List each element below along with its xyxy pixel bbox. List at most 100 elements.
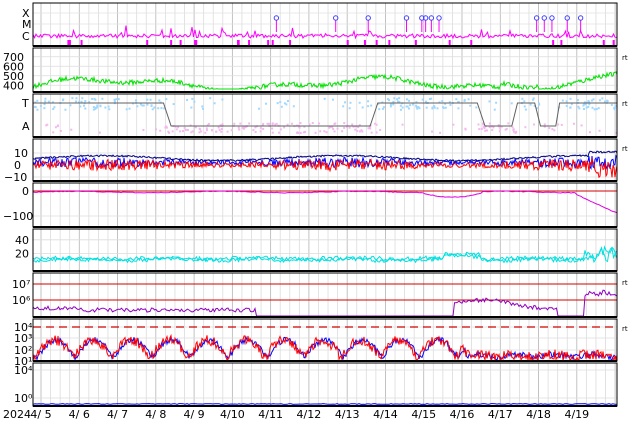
mag-dot [389, 103, 392, 106]
mag-dot [597, 107, 600, 110]
mag-dot [210, 129, 213, 132]
mag-dot [379, 128, 382, 131]
mag-dot [389, 105, 392, 108]
mag-dot [205, 129, 208, 132]
mag-dot [588, 131, 591, 134]
mag-dot [342, 105, 345, 108]
mag-dot [159, 129, 162, 132]
mag-dot [266, 122, 269, 125]
mag-dot [191, 97, 194, 100]
mag-dot [311, 122, 314, 125]
mag-dot [278, 131, 281, 134]
mag-dot [218, 129, 221, 132]
mag-dot [333, 130, 336, 133]
flare-marker [549, 15, 555, 21]
mag-dot [469, 104, 472, 107]
mag-dot [153, 106, 156, 109]
mag-dot [478, 128, 481, 131]
mag-dot [523, 105, 526, 108]
mag-dot [183, 126, 186, 129]
mag-dot [189, 124, 192, 127]
mag-dot [613, 108, 616, 111]
mag-dot [151, 108, 154, 111]
mag-dot [175, 128, 178, 131]
mag-dot [149, 98, 152, 101]
mag-dot [230, 129, 233, 132]
mag-dot [36, 108, 39, 111]
mag-dot [411, 103, 414, 106]
mag-dot [500, 125, 503, 128]
mag-dot [407, 99, 410, 102]
mag-dot [592, 98, 595, 101]
mag-dot [463, 98, 466, 101]
mag-dot [99, 104, 102, 107]
mag-dot [226, 130, 229, 133]
proton-tick-label: 10² [14, 344, 32, 357]
mag-dot [150, 104, 153, 107]
wind-tick-label: 600 [3, 60, 24, 73]
mag-dot [354, 128, 357, 131]
side-tag: rt [622, 100, 628, 108]
mag-dot [217, 126, 220, 129]
mag-dot [94, 106, 97, 109]
mag-dot [367, 127, 370, 130]
mag-dot [430, 97, 433, 100]
mag-dot [265, 102, 268, 105]
mag-dot [71, 97, 74, 100]
mag-dot [497, 124, 500, 127]
mag-dot [101, 97, 104, 100]
mag-dot [136, 105, 139, 108]
wind-tick-label: 500 [3, 70, 24, 83]
flare-marker [533, 15, 540, 21]
mag-dot [163, 107, 166, 110]
mag-dot [283, 102, 286, 105]
mag-dot [477, 123, 480, 126]
mag-dot [146, 98, 149, 101]
mag-dot [290, 122, 293, 125]
mag-dot [53, 106, 56, 109]
mag-dot [482, 122, 485, 125]
mag-dot [201, 107, 204, 110]
mag-dot [157, 107, 160, 110]
mag-dot [241, 126, 244, 129]
mag-dot [369, 127, 372, 130]
mag-dot [351, 123, 354, 126]
x-tick-label: 4/16 [450, 408, 475, 421]
mag-dot [172, 103, 175, 106]
mag-dot [512, 128, 515, 131]
mag-dot [548, 127, 551, 130]
mag-dot [428, 98, 431, 101]
xray-flux-line [32, 25, 617, 40]
mag-dot [279, 101, 282, 104]
mag-dot [533, 123, 536, 126]
imf-bt-line [32, 150, 618, 162]
mag-dot [421, 98, 424, 101]
mag-dot [299, 122, 302, 125]
wind-tick-label: 700 [3, 51, 24, 64]
x-tick-label: 4/15 [411, 408, 436, 421]
mag-dot [91, 97, 94, 100]
mag-dot [348, 107, 351, 110]
mag-dot [237, 126, 240, 129]
mag-dot [614, 104, 617, 107]
mag-dot [457, 100, 460, 103]
mag-dot [94, 107, 97, 110]
mag-dot [128, 107, 131, 110]
mag-dot [398, 101, 401, 104]
mag-dot [155, 128, 158, 131]
mag-dot [292, 105, 295, 108]
mag-dot [336, 127, 339, 130]
mag-dot [331, 98, 334, 101]
mag-dot [398, 97, 401, 100]
mag-dot [463, 99, 466, 102]
proton-tick-label: 10⁴ [14, 321, 33, 334]
mag-dot [358, 101, 361, 104]
mag-dot [271, 127, 274, 130]
mag-dot [444, 102, 447, 105]
mag-dot [436, 107, 439, 110]
mag-dot [36, 99, 39, 102]
mag-dot [482, 126, 485, 129]
mag-dot [388, 99, 391, 102]
mag-dot [304, 130, 307, 133]
mag-dot [219, 124, 222, 127]
